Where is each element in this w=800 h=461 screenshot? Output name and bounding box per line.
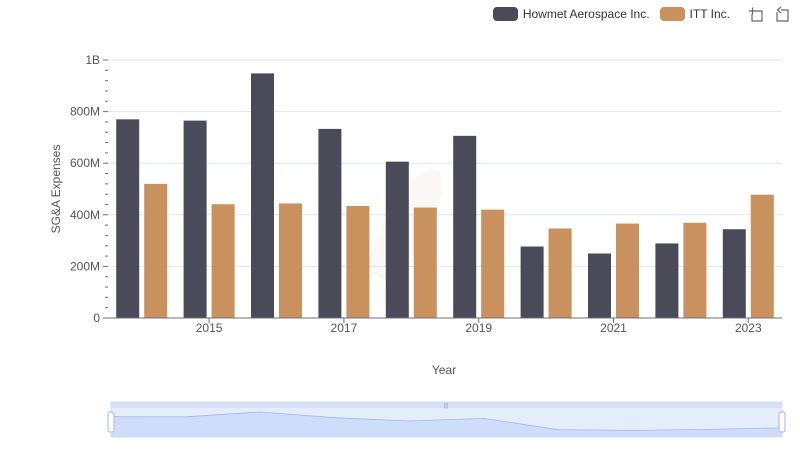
legend-swatch-howmet	[492, 7, 518, 21]
bar-howmet-2017	[318, 128, 342, 318]
bar-howmet-2014	[116, 119, 140, 318]
y-tick-label: 600M	[70, 156, 100, 170]
legend-label-howmet: Howmet Aerospace Inc.	[522, 7, 650, 21]
bar-itt-2021	[616, 223, 639, 318]
bar-itt-2023	[750, 194, 774, 318]
x-axis-labels: 2015 2017 2019 2021 2023	[196, 318, 762, 335]
legend-swatch-itt	[659, 7, 685, 21]
x-tick-label: 2023	[735, 321, 762, 335]
y-minor-ticks	[103, 59, 108, 319]
bar-howmet-2016	[251, 73, 274, 318]
bar-itt-2020	[548, 228, 572, 318]
datazoom-handle-left[interactable]	[107, 411, 115, 433]
legend: Howmet Aerospace Inc. ITT Inc.	[492, 4, 792, 24]
legend-item-howmet[interactable]: Howmet Aerospace Inc.	[492, 7, 650, 21]
bar-howmet-2015	[183, 120, 207, 318]
legend-label-itt: ITT Inc.	[689, 7, 730, 21]
bar-howmet-2020	[520, 246, 544, 318]
y-tick-label: 400M	[70, 208, 100, 222]
x-tick-label: 2019	[465, 321, 492, 335]
datazoom-handle-right[interactable]	[778, 411, 786, 433]
bar-itt-2022	[683, 222, 707, 318]
datazoom-grip-icon: |||	[444, 403, 449, 409]
y-axis-labels: 0 200M 400M 600M 800M 1B	[70, 53, 100, 325]
bar-itt-2016	[279, 203, 302, 318]
y-tick-label: 800M	[70, 105, 100, 119]
zoom-reset-icon[interactable]	[772, 4, 792, 24]
x-axis-title: Year	[432, 363, 456, 377]
bar-howmet-2021	[588, 253, 611, 318]
bar-howmet-2022	[655, 243, 679, 318]
bar-howmet-2023	[722, 229, 746, 318]
datazoom-preview-line	[110, 411, 783, 431]
datazoom-preview-area	[111, 412, 782, 437]
bar-itt-2018	[413, 207, 437, 318]
datazoom-slider[interactable]: |||	[107, 401, 786, 438]
data-zoom-icon[interactable]	[746, 4, 766, 24]
y-axis-title: SG&A Expenses	[49, 145, 63, 234]
bar-itt-2015	[211, 204, 235, 318]
bar-itt-2014	[144, 183, 168, 318]
bars	[116, 73, 774, 318]
bar-itt-2019	[481, 209, 505, 318]
toolbox	[740, 4, 792, 24]
bar-howmet-2019	[453, 135, 477, 318]
bar-howmet-2018	[385, 161, 409, 318]
y-tick-label: 1B	[85, 53, 100, 67]
legend-item-itt[interactable]: ITT Inc.	[659, 7, 730, 21]
y-tick-label: 200M	[70, 259, 100, 273]
grid	[108, 59, 782, 267]
y-tick-label: 0	[93, 311, 100, 325]
datazoom-top-bar[interactable]	[111, 402, 782, 408]
x-tick-label: 2021	[600, 321, 627, 335]
bar-itt-2017	[346, 206, 370, 318]
x-tick-label: 2017	[331, 321, 358, 335]
x-tick-label: 2015	[196, 321, 223, 335]
